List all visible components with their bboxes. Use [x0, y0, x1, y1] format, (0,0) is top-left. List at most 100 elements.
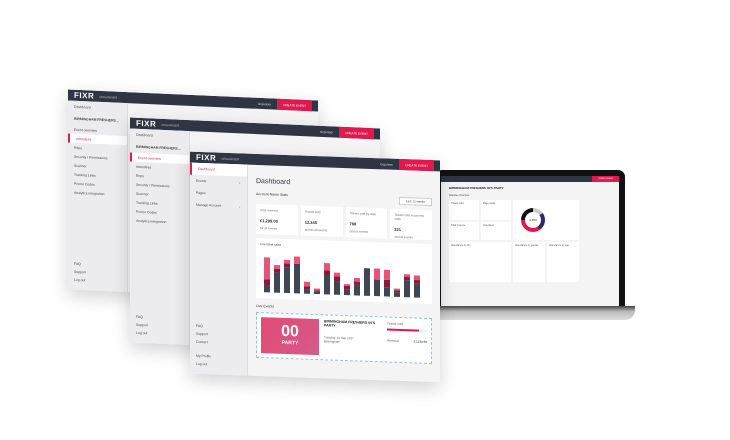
- stat-label: Total revenue: [260, 208, 279, 213]
- laptop: CREATE EVENT BIRMINGHAM FRESHERS 00'S PA…: [435, 170, 625, 308]
- chart-bar-segment: [284, 263, 290, 268]
- chart-bar-segment: [284, 259, 290, 264]
- stat-note: across events: [349, 229, 369, 234]
- chart-bar-segment: [344, 289, 350, 296]
- chart-bar-segment: [324, 270, 330, 277]
- stat-card: Total revenue £1,299.00 for all events: [256, 203, 298, 236]
- create-event-button[interactable]: CREATE EVENT: [591, 176, 619, 182]
- create-event-button[interactable]: CREATE EVENT: [339, 126, 374, 140]
- overview-label: Attendee Overview: [449, 194, 470, 197]
- chart-bar-segment: [354, 284, 360, 296]
- sidebar-item-manage-account[interactable]: Manage Account ⌄: [196, 202, 241, 209]
- chart-bar-segment: [294, 263, 300, 294]
- stat-label: Tickets sold by reps: [349, 211, 376, 217]
- chevron-down-icon: ⌄: [238, 180, 241, 185]
- widget: Attendance by gender: [513, 242, 545, 282]
- section-label: ORGANISER: [161, 122, 180, 128]
- chart-bar-segment: [334, 280, 340, 295]
- widget: Attendance by age: [547, 242, 579, 282]
- widget: Attendees: [481, 222, 511, 240]
- chart-svg: [264, 256, 420, 298]
- donut-widget: 4,700: [513, 200, 579, 240]
- sidebar-item[interactable]: Analytics integration: [136, 218, 167, 224]
- chart-bar-segment: [294, 256, 300, 265]
- stat-card: Tickets sold via promo code 321 across eve…: [390, 208, 432, 241]
- stats-title: Account Name Stats: [256, 191, 288, 198]
- chart-bar-segment: [414, 279, 420, 284]
- event-card[interactable]: 00 PARTY BIRMINGHAM FRESHERS 00'S PARTY Tu…: [256, 311, 432, 365]
- stat-value: 768: [349, 221, 357, 227]
- sidebar: Dashboard BIRMINGHAM FRESHERS... Event ove…: [68, 100, 128, 293]
- chart-bar-segment: [394, 288, 400, 291]
- stat-card: Tickets sold by reps 768 across events: [345, 207, 388, 239]
- sidebar-bottom-link[interactable]: Log out: [74, 277, 86, 283]
- stat-note: across events: [394, 234, 413, 240]
- chart-bar-segment: [404, 274, 410, 278]
- logout-link[interactable]: Log out: [196, 361, 208, 367]
- section-label: ORGANISER: [221, 156, 240, 161]
- chart-bar-segment: [414, 275, 420, 281]
- logo: FIXR: [196, 152, 217, 163]
- chart-bar-segment: [354, 281, 360, 285]
- laptop-base: [420, 306, 635, 320]
- ticket-sales-chart: Live ticket sales: [256, 237, 432, 305]
- chart-bar-segment: [274, 268, 280, 273]
- revenue-label: Revenue: [387, 338, 400, 343]
- tickets-progress: [387, 328, 427, 332]
- widget: Attendance by city: [449, 242, 511, 282]
- chart-bar-segment: [344, 283, 350, 287]
- page-title: Dashboard: [256, 177, 291, 187]
- laptop-screen: CREATE EVENT BIRMINGHAM FRESHERS 00'S PA…: [441, 176, 619, 308]
- contact-link[interactable]: Contact: [196, 339, 208, 345]
- chart-bar-segment: [334, 276, 340, 282]
- chart-bar-segment: [314, 291, 320, 295]
- chart-bar-segment: [314, 288, 320, 291]
- logo: FIXR: [136, 118, 157, 129]
- chart-bar-segment: [344, 285, 350, 290]
- stat-value: 321: [394, 226, 401, 233]
- chart-bar-segment: [304, 286, 310, 290]
- chart-bar-segment: [404, 280, 410, 298]
- chart-bar-segment: [404, 276, 410, 281]
- chart-bar-segment: [274, 264, 280, 269]
- donut-total: 4,700: [525, 212, 541, 228]
- chart-bar-segment: [384, 287, 390, 297]
- event-poster: 00 PARTY: [261, 317, 319, 356]
- sidebar-bottom-link[interactable]: Log out: [136, 330, 148, 336]
- section-label: ORGANISER: [99, 94, 118, 100]
- stat-value: 12,345: [304, 219, 317, 226]
- chart-bar-segment: [304, 289, 310, 294]
- chevron-down-icon: ⌄: [238, 204, 241, 209]
- event-title: BIRMINGHAM FRESHERS 00'S PARTY: [449, 186, 504, 190]
- chart-bar-segment: [394, 290, 400, 293]
- stat-label: Tickets sold via promo code: [394, 212, 424, 221]
- stat-label: Tickets sold: [304, 209, 321, 215]
- user-menu[interactable]: Organiser: [380, 161, 394, 167]
- stat-card: Tickets sold 12,345 across all events: [300, 205, 343, 237]
- chart-bar-segment: [264, 284, 270, 293]
- create-event-button[interactable]: CREATE EVENT: [277, 98, 312, 112]
- chart-bar-segment: [304, 281, 310, 287]
- chart-bar-segment: [334, 272, 340, 277]
- chart-bar-segment: [274, 272, 280, 293]
- chart-bar-segment: [324, 275, 330, 295]
- chart-bar-segment: [324, 263, 330, 271]
- widget: Page views: [481, 200, 511, 220]
- sidebar-item[interactable]: Analytics integration: [74, 190, 105, 196]
- sidebar: Dashboard Events ⌄ Pages Manage Account ⌄ …: [190, 162, 248, 376]
- chart-bar-segment: [394, 292, 400, 297]
- sidebar-bottom: FAQ Support Contact My Profile Log out: [190, 322, 247, 370]
- range-select[interactable]: Last 12 weeks: [398, 196, 432, 207]
- user-menu[interactable]: Organiser: [258, 101, 272, 106]
- event-name[interactable]: BIRMINGHAM FRESHERS 00'S PARTY: [324, 319, 376, 328]
- user-menu[interactable]: Organiser: [320, 129, 334, 134]
- chart-bar-segment: [384, 269, 390, 281]
- revenue-value: £1,234.00: [413, 338, 427, 344]
- stat-note: across all events: [304, 227, 328, 233]
- chart-bar-segment: [414, 283, 420, 298]
- stat-value: £1,299.00: [260, 218, 278, 224]
- chart-bar-segment: [364, 268, 370, 296]
- tickets-label: Tickets sold: [387, 321, 403, 327]
- chart-bar-segment: [384, 279, 390, 288]
- sidebar: Dashboard BIRMINGHAM FRESHERS... Event ove…: [130, 128, 190, 346]
